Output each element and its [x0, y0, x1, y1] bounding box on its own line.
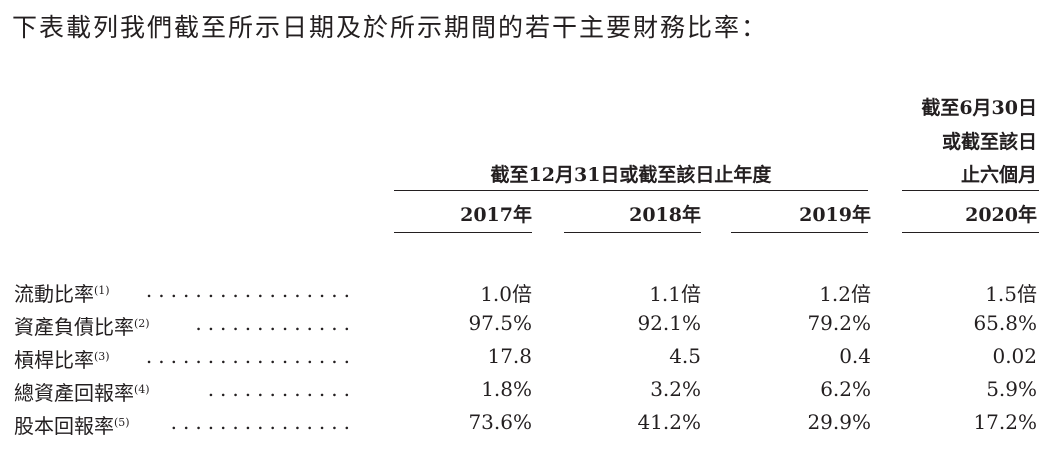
six-month-header-line3: 止六個月: [960, 164, 1037, 186]
year-rule-2017: [394, 232, 532, 233]
group-header-rule: [394, 190, 868, 191]
row-label: 流動比率(1): [14, 282, 110, 306]
value-2020: 0.02: [992, 344, 1037, 368]
row-label: 總資產回報率(4): [14, 381, 150, 405]
six-month-header-rule: [902, 190, 1039, 191]
table-row: 總資產回報率(4) ............ 1.8% 3.2% 6.2% 5.…: [0, 377, 1051, 407]
value-2018: 1.1倍: [649, 282, 701, 306]
value-2020: 5.9%: [986, 377, 1037, 401]
year-header-2018: 2018年: [629, 204, 701, 226]
value-2018: 41.2%: [637, 410, 701, 434]
value-2019: 1.2倍: [819, 282, 871, 306]
value-2020: 17.2%: [973, 410, 1037, 434]
table-row: 資產負債比率(2) ............. 97.5% 92.1% 79.2…: [0, 311, 1051, 341]
leader-dots: .............: [195, 311, 356, 335]
value-2020: 65.8%: [973, 311, 1037, 335]
year-rule-2018: [564, 232, 701, 233]
row-label: 股本回報率(5): [14, 414, 130, 438]
row-label: 槓桿比率(3): [14, 348, 110, 372]
value-2019: 0.4: [839, 344, 871, 368]
value-2019: 29.9%: [807, 410, 871, 434]
six-month-header-line2: 或截至該日: [941, 131, 1037, 153]
year-rule-2020: [902, 232, 1039, 233]
row-label: 資產負債比率(2): [14, 315, 150, 339]
table-row: 槓桿比率(3) ................. 17.8 4.5 0.4 0…: [0, 344, 1051, 374]
value-2018: 92.1%: [637, 311, 701, 335]
value-2019: 79.2%: [807, 311, 871, 335]
leader-dots: ............: [207, 377, 356, 401]
leader-dots: ...............: [170, 410, 356, 434]
year-rule-2019: [731, 232, 868, 233]
value-2018: 3.2%: [650, 377, 701, 401]
table-row: 流動比率(1) ................. 1.0倍 1.1倍 1.2倍…: [0, 278, 1051, 308]
year-header-2017: 2017年: [460, 204, 532, 226]
year-header-2020: 2020年: [965, 204, 1037, 226]
leader-dots: .................: [145, 344, 356, 368]
value-2018: 4.5: [669, 344, 701, 368]
intro-text: 下表載列我們截至所示日期及於所示期間的若干主要財務比率：: [12, 13, 769, 42]
value-2019: 6.2%: [820, 377, 871, 401]
year-header-2019: 2019年: [799, 204, 871, 226]
six-month-header-line1: 截至6月30日: [921, 97, 1037, 119]
value-2017: 1.8%: [481, 377, 532, 401]
value-2020: 1.5倍: [985, 282, 1037, 306]
value-2017: 73.6%: [468, 410, 532, 434]
leader-dots: .................: [145, 278, 356, 302]
value-2017: 1.0倍: [480, 282, 532, 306]
value-2017: 97.5%: [468, 311, 532, 335]
year-group-header: 截至12月31日或截至該日止年度: [490, 164, 772, 186]
table-row: 股本回報率(5) ............... 73.6% 41.2% 29.…: [0, 410, 1051, 440]
value-2017: 17.8: [487, 344, 532, 368]
